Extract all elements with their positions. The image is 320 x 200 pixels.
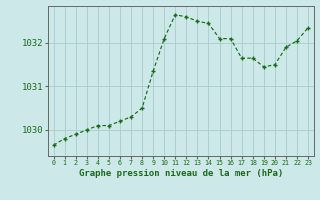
X-axis label: Graphe pression niveau de la mer (hPa): Graphe pression niveau de la mer (hPa) (79, 169, 283, 178)
